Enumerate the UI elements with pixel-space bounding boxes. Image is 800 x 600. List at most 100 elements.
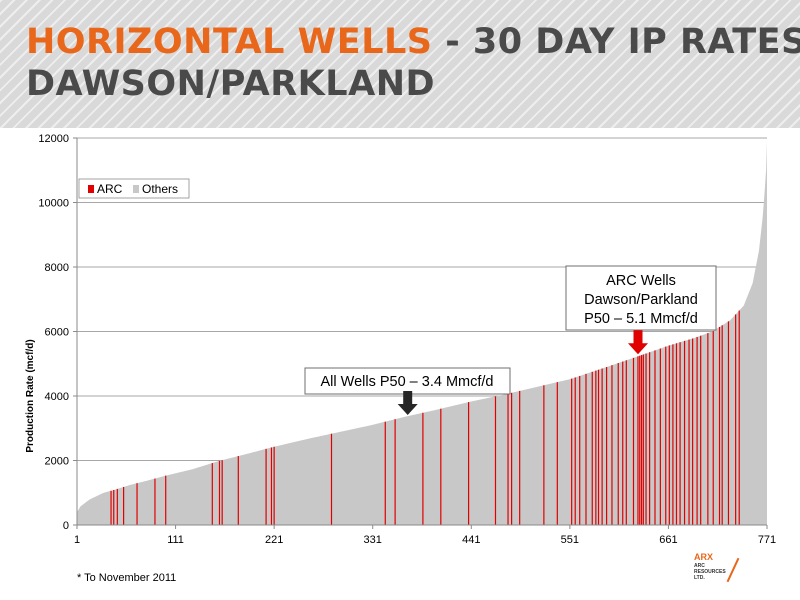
others-bars — [77, 141, 767, 525]
y-axis-label: Production Rate (mcf/d) — [25, 339, 36, 452]
arc-well-bar — [591, 371, 593, 525]
x-tick-labels: 1 111 221 331 441 551 661 771 — [74, 534, 776, 546]
slide-title: HORIZONTAL WELLS - 30 DAY IP RATES — [26, 22, 800, 62]
arc-well-bar — [211, 463, 213, 525]
arc-well-bar — [507, 393, 509, 525]
logo-line2: RESOURCES — [694, 569, 726, 575]
legend-others-swatch — [133, 185, 139, 193]
arc-well-bar — [218, 460, 221, 525]
arc-well-bar — [543, 385, 545, 525]
title-rest: - 30 DAY IP RATES — [432, 22, 800, 62]
x-tick-label: 551 — [561, 534, 579, 546]
arc-well-bar — [735, 314, 737, 525]
legend: ARC Others — [78, 178, 190, 199]
all-wells-p50-arrow — [397, 391, 418, 415]
arc-well-bar — [511, 392, 513, 525]
y-tick-label: 12000 — [38, 133, 69, 145]
annotation-arc-wells: ARC Wells Dawson/Parkland P50 – 5.1 Mmcf… — [565, 265, 717, 355]
arc-well-bar — [611, 365, 613, 525]
arc-well-bar — [718, 326, 721, 525]
arc-well-bar — [692, 338, 694, 525]
arc-well-bar — [625, 360, 627, 525]
arc-well-bar — [273, 446, 275, 525]
arc-well-bar — [330, 433, 333, 525]
arc-well-bar — [707, 333, 709, 525]
arc-well-bar — [574, 377, 576, 525]
arc-well-bar — [683, 340, 686, 525]
arc-well-bar — [468, 402, 470, 525]
arc-well-bar — [721, 325, 723, 525]
arc-well-bar — [738, 310, 740, 525]
arc-well-bar — [113, 489, 115, 525]
arc-well-bar — [494, 396, 497, 525]
bars — [77, 141, 767, 525]
y-tick-label: 10000 — [38, 198, 69, 210]
arc-wells-callout-line1: ARC Wells — [606, 273, 676, 289]
arc-well-bar — [110, 490, 112, 525]
legend-others-label: Others — [142, 182, 178, 196]
arc-well-bar — [384, 421, 386, 525]
all-wells-callout-box — [304, 367, 511, 395]
arc-well-bar — [727, 321, 730, 525]
arc-well-bar — [639, 355, 641, 525]
arc-wells-callout-line2: Dawson/Parkland — [584, 292, 698, 308]
arc-well-bar — [237, 456, 239, 525]
arc-well-bar — [265, 448, 267, 525]
arc-well-bar — [136, 483, 138, 525]
arc-well-bar — [154, 478, 156, 525]
arc-well-bar — [642, 354, 644, 525]
y-tick-label: 2000 — [45, 456, 69, 468]
arc-well-bar — [221, 460, 223, 525]
arc-well-bar — [632, 357, 635, 525]
company-logo: ARX ARC RESOURCES LTD. — [694, 553, 754, 587]
all-wells-callout-text: All Wells P50 – 3.4 Mmcf/d — [321, 374, 494, 390]
arc-well-bar — [422, 412, 424, 525]
logo-slash — [726, 557, 740, 583]
arc-well-bar — [601, 368, 603, 525]
legend-arc-swatch — [88, 185, 94, 193]
arc-well-bar — [637, 356, 639, 525]
arc-bars — [110, 310, 740, 525]
x-tick-label: 111 — [167, 534, 184, 546]
y-tick-label: 0 — [63, 520, 69, 532]
arc-well-bar — [606, 367, 608, 525]
arc-well-bar — [712, 330, 714, 525]
arc-well-bar — [654, 350, 656, 525]
y-tick-label: 4000 — [45, 391, 69, 403]
arc-well-bar — [688, 339, 690, 525]
y-tick-label: 8000 — [45, 262, 69, 274]
logo-brand: ARX — [694, 552, 714, 562]
arc-well-bar — [622, 361, 624, 525]
arc-well-bar — [675, 343, 678, 525]
title-highlight: HORIZONTAL WELLS — [26, 22, 433, 62]
arc-wells-p50-arrow — [628, 330, 648, 355]
x-tick-label: 771 — [758, 534, 776, 546]
x-tick-label: 331 — [364, 534, 382, 546]
arc-well-bar — [116, 488, 118, 525]
arc-well-bar — [659, 348, 661, 525]
slide-subtitle: DAWSON/PARKLAND — [26, 64, 436, 104]
arc-well-bar — [597, 369, 600, 525]
arc-well-bar — [595, 370, 597, 525]
y-tick-label: 6000 — [45, 327, 69, 339]
arc-well-bar — [617, 363, 619, 525]
x-tick-label: 661 — [659, 534, 677, 546]
arc-well-bar — [668, 345, 670, 525]
arc-well-bar — [585, 373, 587, 525]
arc-well-bar — [270, 447, 273, 525]
arc-well-bar — [672, 344, 674, 525]
footnote: * To November 2011 — [77, 572, 177, 584]
logo-line1: ARC — [694, 563, 705, 569]
grid-lines — [77, 137, 767, 526]
y-tick-labels: 0 2000 4000 6000 8000 10000 12000 — [38, 133, 69, 532]
arc-well-bar — [394, 419, 396, 525]
annotation-all-wells: All Wells P50 – 3.4 Mmcf/d — [304, 367, 511, 415]
arc-well-bar — [579, 375, 581, 525]
logo-line3: LTD. — [694, 575, 705, 581]
arc-well-bar — [696, 336, 698, 525]
arc-well-bar — [165, 475, 167, 525]
arc-well-bar — [645, 353, 647, 525]
arc-well-bar — [649, 352, 651, 525]
arc-well-bar — [700, 335, 702, 525]
